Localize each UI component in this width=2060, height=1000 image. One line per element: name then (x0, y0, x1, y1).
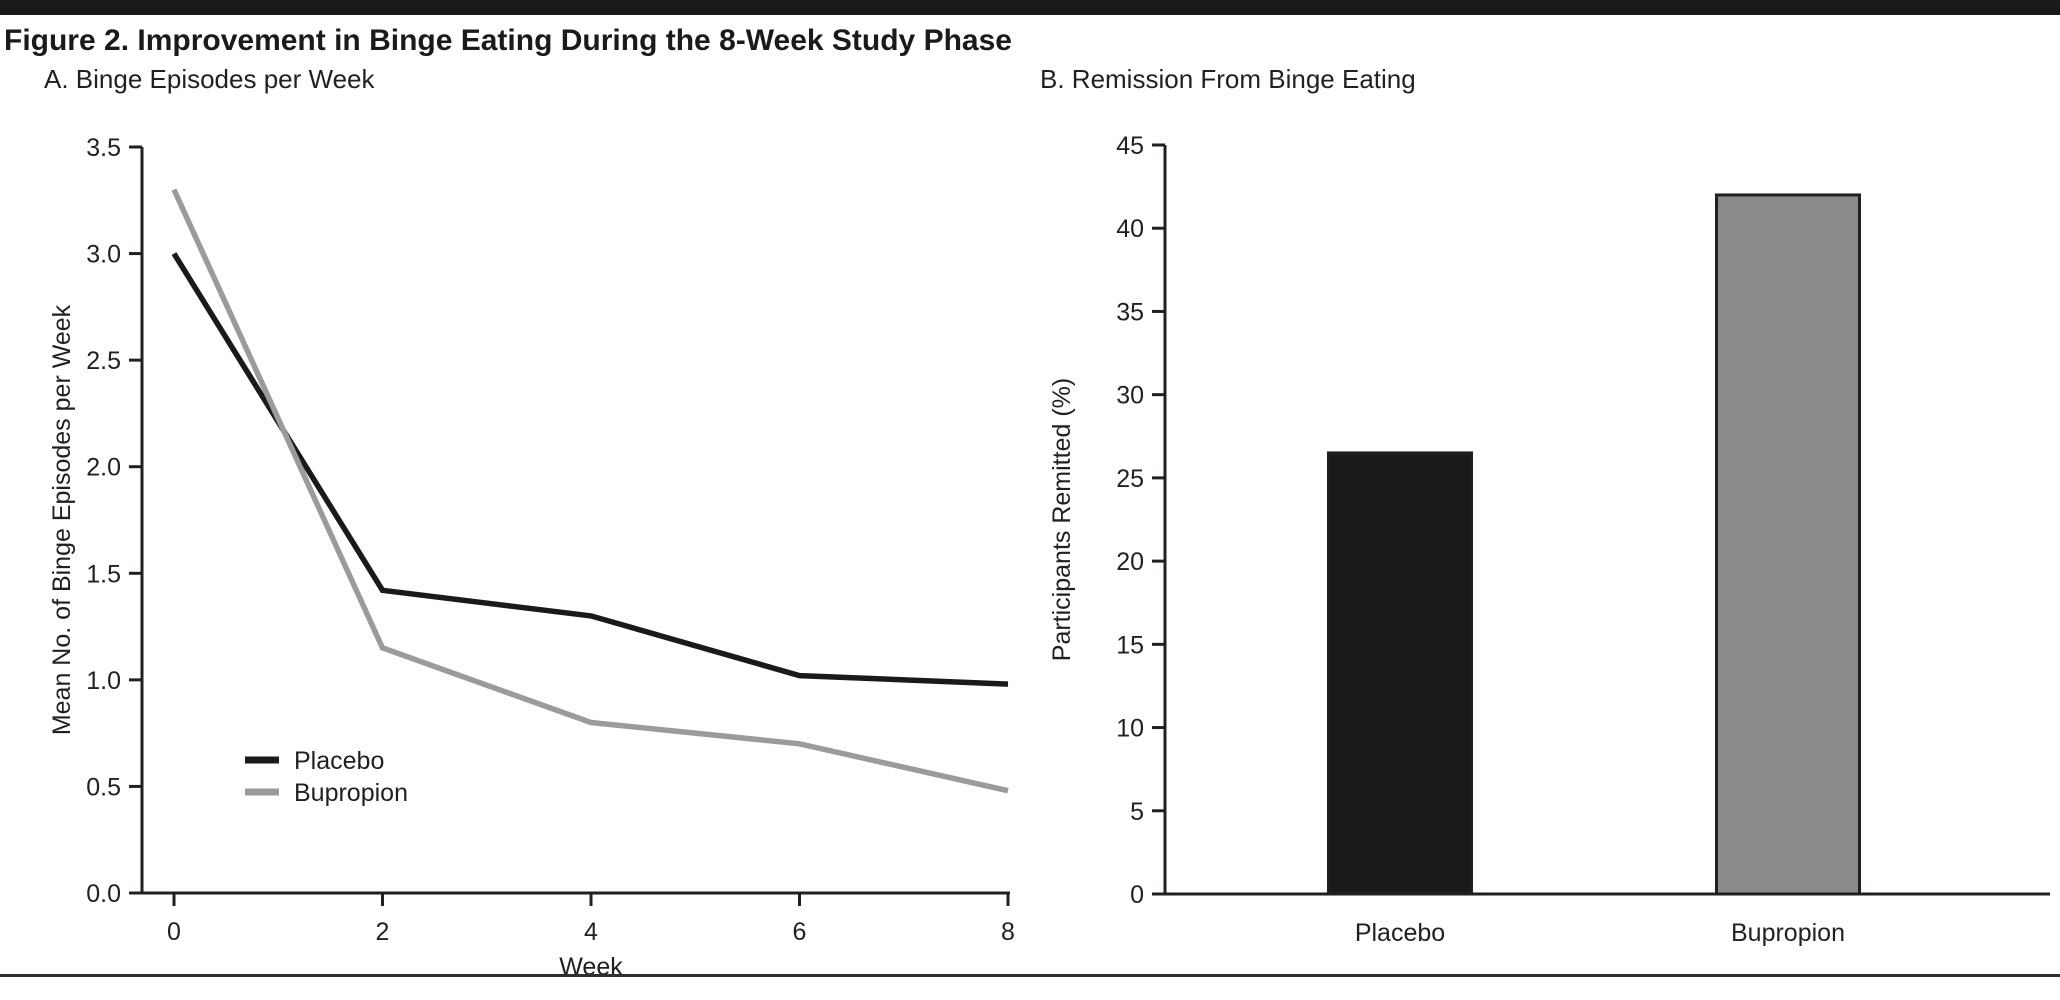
x-tick-label: 4 (584, 918, 598, 946)
panel-a-title: A. Binge Episodes per Week (44, 64, 375, 94)
figure-title: Figure 2. Improvement in Binge Eating Du… (4, 24, 1012, 57)
y-tick-label: 45 (1116, 132, 1144, 160)
y-tick-label: 20 (1116, 548, 1144, 576)
bupropion-legend-label: Bupropion (294, 779, 408, 807)
x-tick-label: 8 (1001, 918, 1015, 946)
legend: Placebo Bupropion (245, 747, 408, 807)
y-tick-label: 30 (1116, 382, 1144, 410)
y-tick-label: 1.0 (86, 667, 121, 695)
bupropion-bar (1715, 193, 1861, 896)
bottom-rule-bar (0, 974, 2060, 977)
y-axis-title: Participants Remitted (%) (1048, 378, 1076, 661)
y-tick-label: 15 (1116, 631, 1144, 659)
remission-bar-chart: 0 5 10 15 20 25 30 35 40 45 Placebo Bupropion Partic… (1048, 132, 2050, 947)
bupropion-line (171, 188, 1009, 794)
y-tick-label: 3.5 (86, 134, 121, 162)
placebo-legend-label: Placebo (294, 747, 384, 775)
panel-b-title: B. Remission From Binge Eating (1040, 64, 1416, 94)
y-tick-label: 1.5 (86, 560, 121, 588)
y-tick-label: 2.5 (86, 347, 121, 375)
x-tick-label: 0 (167, 918, 181, 946)
panel-b-axes (1163, 145, 2050, 896)
placebo-line (171, 252, 1009, 687)
y-tick-label: 5 (1130, 798, 1144, 826)
x-category-label: Placebo (1355, 919, 1445, 947)
y-tick-label: 0.5 (86, 773, 121, 801)
y-tick-label: 10 (1116, 715, 1144, 743)
y-tick-label: 2.0 (86, 454, 121, 482)
y-tick-label: 40 (1116, 215, 1144, 243)
placebo-bar (1327, 451, 1473, 896)
y-tick-label: 35 (1116, 298, 1144, 326)
y-tick-label: 0 (1130, 881, 1144, 909)
y-axis-title: Mean No. of Binge Episodes per Week (48, 304, 76, 735)
x-tick-label: 2 (376, 918, 390, 946)
top-rule-bar (0, 0, 2060, 15)
y-tick-label: 25 (1116, 465, 1144, 493)
y-tick-label: 0.0 (86, 880, 121, 908)
panel-a-axes (140, 147, 1010, 895)
y-tick-label: 3.0 (86, 241, 121, 269)
x-category-label: Bupropion (1731, 919, 1845, 947)
x-tick-label: 6 (793, 918, 807, 946)
